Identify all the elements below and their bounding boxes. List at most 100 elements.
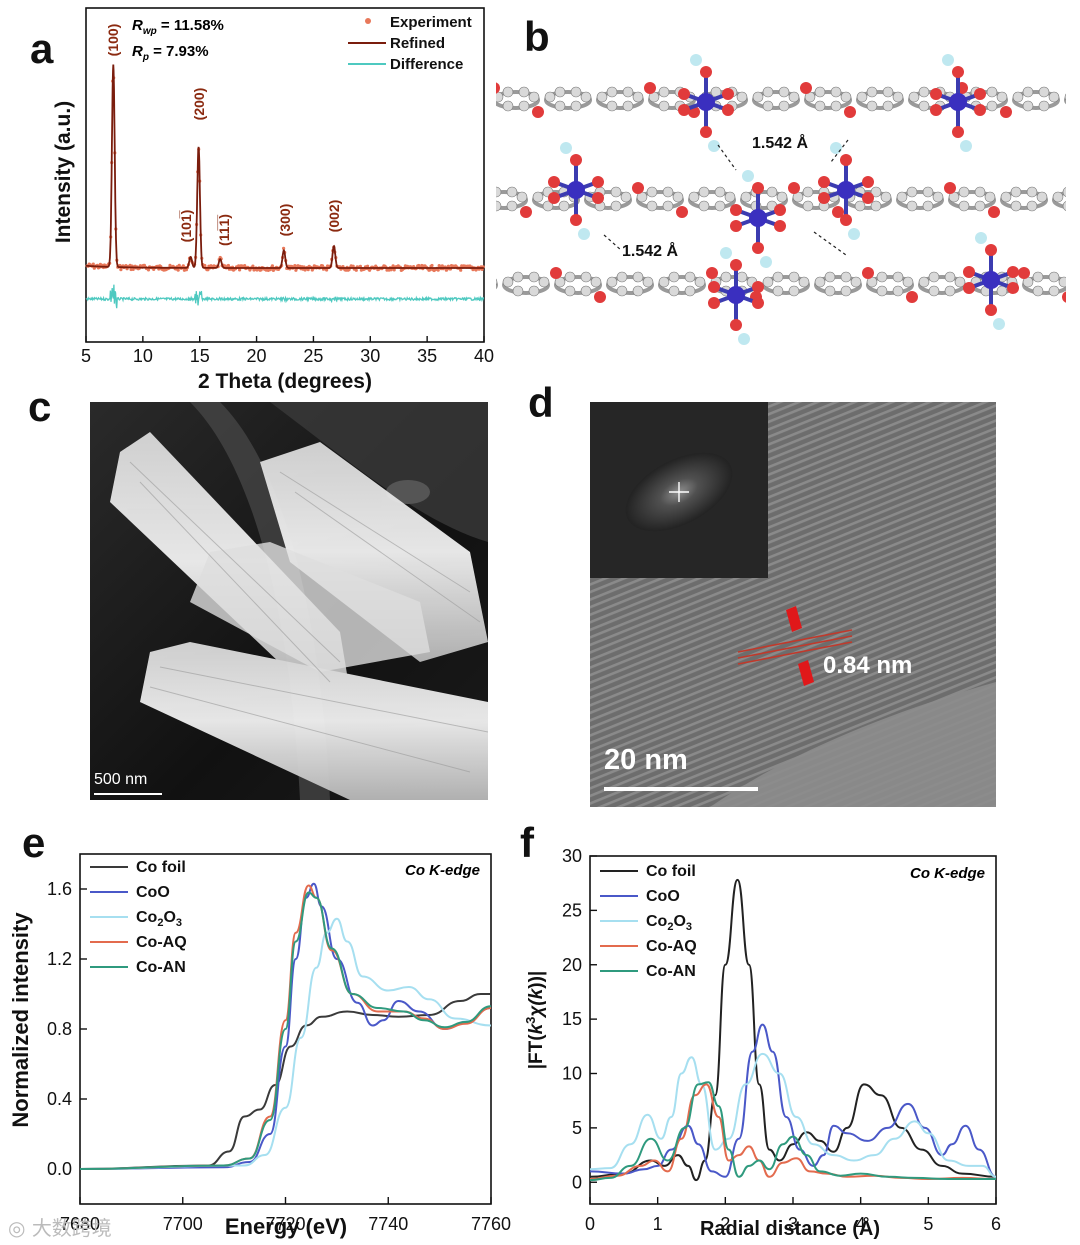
carbon-atom (762, 100, 774, 112)
carbon-atom (646, 186, 658, 198)
oxygen-atom (963, 282, 975, 294)
exafs-ticks: 0 1 2 3 4 5 6 0 5 10 15 20 25 30 (562, 846, 1001, 1234)
carbon-atom (684, 271, 696, 283)
legend-difference: Difference (390, 56, 463, 73)
carbon-atom (632, 91, 644, 103)
carbon-atom (1058, 276, 1066, 288)
series-line (79, 882, 492, 1170)
series-line (589, 878, 997, 1182)
carbon-atom (506, 200, 518, 212)
hydrogen-atom (960, 140, 972, 152)
carbon-atom (496, 278, 498, 286)
oxygen-atom (862, 267, 874, 279)
legend-label: Co-AQ (136, 934, 187, 951)
carbon-atom (802, 186, 814, 198)
hydrogen-atom (578, 228, 590, 240)
carbon-atom (564, 285, 576, 297)
carbon-atom (642, 276, 654, 288)
carbon-atom (772, 271, 784, 283)
oxygen-atom (592, 176, 604, 188)
panel-label-c: c (28, 383, 52, 430)
carbon-atom (1032, 285, 1044, 297)
carbon-atom (928, 271, 940, 283)
oxygen-atom (774, 220, 786, 232)
y-tick-label: 25 (562, 900, 582, 920)
carbon-atom (564, 271, 576, 283)
xrd-experiment-point (358, 264, 362, 268)
panel-label-a: a (30, 25, 54, 72)
carbon-atom (1064, 93, 1066, 101)
oxygen-atom (752, 182, 764, 194)
carbon-atom (814, 276, 826, 288)
oxygen-atom (570, 154, 582, 166)
carbon-atom (876, 271, 888, 283)
xrd-experiment-point (392, 268, 396, 272)
carbon-atom (788, 271, 800, 283)
legend-label: Co2O3 (136, 909, 182, 929)
carbon-atom (528, 285, 540, 297)
carbon-atom (542, 200, 554, 212)
carbon-atom (532, 191, 544, 203)
carbon-atom (658, 100, 670, 112)
carbon-atom (1036, 191, 1048, 203)
carbon-atom (840, 91, 852, 103)
legend-experiment: Experiment (390, 14, 472, 31)
xrd-x-tick-label: 30 (360, 346, 380, 366)
xrd-x-axis-title: 2 Theta (degrees) (198, 370, 372, 393)
oxygen-atom (548, 176, 560, 188)
sem-image-content (90, 402, 488, 800)
xrd-fit-stats: Rwp = 11.58% Rp = 7.93% (132, 17, 224, 63)
carbon-atom (996, 91, 1008, 103)
xanes-series (79, 882, 492, 1170)
xrd-experiment-point (428, 268, 432, 272)
y-tick-label: 30 (562, 846, 582, 866)
legend-label: CoO (136, 884, 170, 901)
carbon-atom (766, 186, 778, 198)
carbon-atom (1022, 86, 1034, 98)
xrd-experiment-point (176, 268, 180, 272)
carbon-atom (740, 191, 752, 203)
carbon-atom (814, 86, 826, 98)
xrd-refined-line (86, 64, 484, 269)
carbon-atom (714, 200, 726, 212)
watermark-text: 大数跨境 (31, 1216, 112, 1240)
oxygen-atom (594, 291, 606, 303)
xrd-experiment-point (430, 263, 434, 268)
carbon-atom (996, 285, 1008, 297)
carbon-atom (580, 285, 592, 297)
carbon-atom (776, 191, 788, 203)
oxygen-atom (550, 267, 562, 279)
carbon-atom (502, 276, 514, 288)
carbon-atom (880, 191, 892, 203)
carbon-atom (1052, 191, 1064, 203)
carbon-atom (622, 100, 634, 112)
carbon-atom (1038, 86, 1050, 98)
carbon-atom (918, 100, 930, 112)
hydrogen-atom (830, 142, 842, 154)
carbon-atom (590, 276, 602, 288)
xanes-y-axis-title: Normalized intensity (8, 912, 33, 1128)
x-tick-label: 6 (991, 1214, 1001, 1234)
hydrogen-atom (742, 170, 754, 182)
hydrogen-atom (848, 228, 860, 240)
exafs-axes (589, 855, 997, 1205)
xrd-y-axis-title: Intensity (a.u.) (52, 101, 75, 243)
watermark-icon: ◎ (8, 1216, 32, 1240)
xanes-legend: Co foil CoO Co2O3 Co-AQ Co-AN (90, 859, 187, 976)
carbon-atom (570, 100, 582, 112)
carbon-atom (502, 100, 514, 112)
exafs-edge-title: Co K-edge (910, 865, 985, 882)
carbon-atom (620, 191, 632, 203)
y-tick-label: 0.4 (47, 1089, 72, 1109)
carbon-atom (856, 91, 868, 103)
xanes-x-axis-title: Energy (eV) (225, 1214, 347, 1239)
carbon-atom (762, 86, 774, 98)
carbon-atom (830, 100, 842, 112)
x-tick-label: 3 (788, 1214, 798, 1234)
series-line (79, 917, 492, 1170)
x-tick-label: 5 (923, 1214, 933, 1234)
carbon-atom (632, 271, 644, 283)
carbon-atom (882, 100, 894, 112)
xrd-experiment-point (354, 268, 358, 272)
